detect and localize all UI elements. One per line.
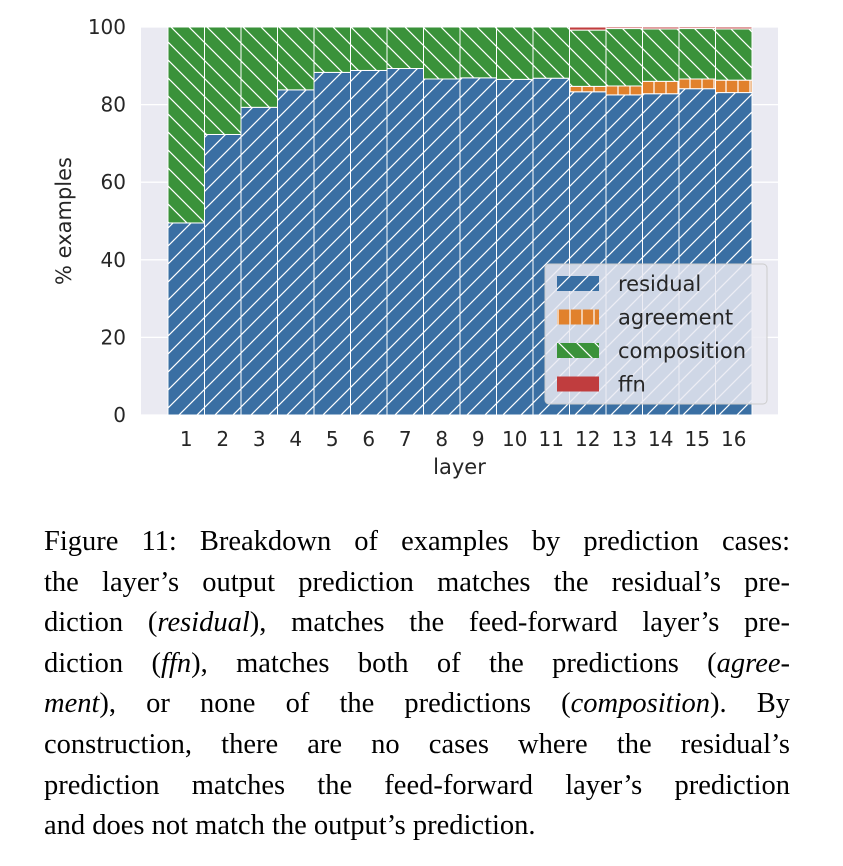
x-tick-label: 4 xyxy=(289,427,302,451)
x-tick-label: 16 xyxy=(721,427,746,451)
legend-swatch-ffn xyxy=(557,376,599,392)
legend-box xyxy=(544,263,768,405)
x-tick-label: 6 xyxy=(362,427,375,451)
bar-hatch-composition-11 xyxy=(533,27,570,79)
bar-hatch-composition-7 xyxy=(387,27,424,69)
figure-caption: Figure 11: Breakdown of examples by pred… xyxy=(44,522,790,847)
bar-hatch-residual-5 xyxy=(314,72,351,416)
caption-line-6: construction, there are no cases where t… xyxy=(44,728,790,760)
bar-hatch-composition-10 xyxy=(496,27,533,80)
bar-hatch-composition-4 xyxy=(277,27,314,90)
legend-swatch-hatch-residual xyxy=(557,276,599,291)
x-tick-label: 12 xyxy=(575,427,600,451)
caption-line-4: diction (ffn), matches both of the predi… xyxy=(44,647,790,679)
bar-hatch-residual-8 xyxy=(423,78,460,415)
x-tick-label: 11 xyxy=(539,427,564,451)
legend-label-composition: composition xyxy=(618,339,746,363)
bar-hatch-composition-6 xyxy=(350,27,387,71)
x-tick-label: 1 xyxy=(180,427,193,451)
bar-hatch-composition-12 xyxy=(569,30,606,87)
y-tick-label: 80 xyxy=(101,93,126,117)
x-tick-label: 14 xyxy=(648,427,673,451)
y-tick-label: 60 xyxy=(101,170,126,194)
bar-hatch-agreement-14 xyxy=(642,81,679,94)
x-tick-label: 13 xyxy=(612,427,637,451)
legend-swatch-hatch-agreement xyxy=(557,309,599,325)
bar-hatch-residual-2 xyxy=(204,134,241,415)
x-axis-label: layer xyxy=(433,455,486,479)
bar-hatch-composition-2 xyxy=(204,27,241,135)
legend-label-agreement: agreement xyxy=(618,306,733,330)
bar-hatch-composition-14 xyxy=(642,28,679,82)
caption-line-2: the layer’s output prediction matches th… xyxy=(44,566,790,598)
bar-hatch-residual-9 xyxy=(460,77,497,415)
x-tick-label: 2 xyxy=(216,427,229,451)
bar-ffn-12 xyxy=(569,26,607,31)
x-tick-label: 3 xyxy=(253,427,266,451)
caption-line-1: Figure 11: Breakdown of examples by pred… xyxy=(44,526,790,557)
x-tick-label: 8 xyxy=(435,427,448,451)
y-tick-label: 40 xyxy=(101,248,126,272)
caption-line-3: diction (residual), matches the feed-for… xyxy=(44,607,790,639)
bar-hatch-residual-7 xyxy=(387,68,424,416)
x-tick-label: 9 xyxy=(472,427,485,451)
caption-line-8: and does not match the output’s predicti… xyxy=(44,810,536,842)
bar-hatch-agreement-15 xyxy=(679,78,716,89)
bar-ffn-15 xyxy=(678,26,716,30)
y-tick-labels: 0 20 40 60 80 100 xyxy=(88,15,126,427)
bar-hatch-composition-3 xyxy=(241,27,278,108)
bar-hatch-composition-5 xyxy=(314,27,351,73)
bar-ffn-16 xyxy=(715,26,753,30)
x-tick-label: 7 xyxy=(399,427,412,451)
x-tick-label: 15 xyxy=(685,427,710,451)
bar-hatch-composition-13 xyxy=(606,28,643,86)
bar-hatch-agreement-16 xyxy=(715,80,752,93)
legend: residual agreement composition ffn xyxy=(544,263,768,405)
y-tick-label: 20 xyxy=(101,325,126,349)
bar-hatch-residual-6 xyxy=(350,70,387,416)
caption-line-7: prediction matches the feed-forward laye… xyxy=(44,769,790,801)
bar-hatch-composition-15 xyxy=(679,28,716,79)
bar-hatch-composition-8 xyxy=(423,27,460,79)
bar-hatch-agreement-13 xyxy=(606,85,643,95)
legend-label-residual: residual xyxy=(618,272,701,296)
bar-hatch-residual-3 xyxy=(241,107,278,415)
x-tick-labels: 1 2 3 4 5 6 7 8 9 10 11 12 13 14 15 16 xyxy=(180,427,747,451)
x-tick-label: 5 xyxy=(326,427,339,451)
y-axis-label: % examples xyxy=(52,157,76,285)
bar-ffn-13 xyxy=(605,26,643,30)
bar-hatch-residual-1 xyxy=(168,222,205,415)
bar-hatch-residual-4 xyxy=(277,89,314,415)
bar-hatch-composition-1 xyxy=(168,27,205,223)
bar-hatch-agreement-12 xyxy=(569,86,606,92)
caption-line-5: ment), or none of the predictions (compo… xyxy=(44,688,790,720)
bar-ffn-14 xyxy=(642,26,680,30)
y-tick-label: 0 xyxy=(113,403,126,427)
x-tick-label: 10 xyxy=(502,427,527,451)
legend-label-ffn: ffn xyxy=(618,373,646,397)
bar-hatch-composition-16 xyxy=(715,28,752,81)
bar-hatch-composition-9 xyxy=(460,27,497,78)
bar-hatch-residual-10 xyxy=(496,79,533,415)
legend-swatch-hatch-composition xyxy=(557,343,599,358)
y-tick-label: 100 xyxy=(88,15,126,39)
